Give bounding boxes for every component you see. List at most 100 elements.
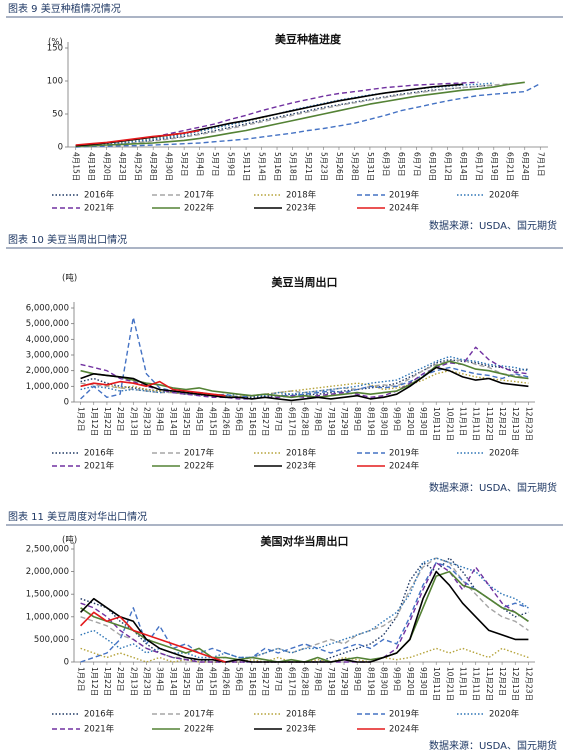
x-tick-label: 2月2日 xyxy=(116,407,125,432)
legend-label: 2022年 xyxy=(184,724,215,735)
x-tick-label: 4月15日 xyxy=(208,407,217,436)
y-tick-label: 1,000,000 xyxy=(26,382,69,392)
legend-label: 2019年 xyxy=(389,190,420,201)
x-tick-label: 7月8日 xyxy=(314,667,323,692)
legend-label: 2022年 xyxy=(184,461,215,472)
x-tick-label: 9月20日 xyxy=(406,407,415,436)
x-tick-label: 4月5日 xyxy=(195,407,204,432)
x-tick-label: 6月21日 xyxy=(505,152,514,181)
x-tick-label: 5月14日 xyxy=(258,152,267,181)
x-tick-label: 4月25日 xyxy=(134,152,143,181)
x-tick-label: 4月23日 xyxy=(118,152,127,181)
legend-label: 2020年 xyxy=(489,190,520,201)
series-line xyxy=(75,82,494,147)
legend-label: 2021年 xyxy=(84,724,115,735)
x-tick-label: 5月31日 xyxy=(366,152,375,181)
x-tick-label: 6月17日 xyxy=(474,152,483,181)
x-tick-label: 1月2日 xyxy=(77,407,86,432)
x-tick-label: 4月26日 xyxy=(221,667,230,696)
series-line xyxy=(80,359,529,398)
x-tick-label: 5月23日 xyxy=(319,152,328,181)
x-tick-label: 2月13日 xyxy=(129,407,138,436)
figure-caption: 图表 10 美豆当周出口情况 xyxy=(8,233,127,246)
legend-label: 2018年 xyxy=(286,190,317,201)
x-tick-label: 6月10日 xyxy=(428,152,437,181)
legend-label: 2019年 xyxy=(389,448,420,459)
series-line xyxy=(80,557,529,661)
x-tick-label: 11月1日 xyxy=(459,407,468,436)
x-tick-label: 5月28日 xyxy=(350,152,359,181)
legend-label: 2024年 xyxy=(389,203,420,214)
x-tick-label: 11月22日 xyxy=(485,407,494,441)
x-tick-label: 3月25日 xyxy=(182,407,191,436)
series-line xyxy=(80,611,226,663)
series-line xyxy=(80,557,529,663)
x-tick-label: 6月28日 xyxy=(301,407,310,436)
series-line xyxy=(80,570,529,663)
x-tick-label: 5月9日 xyxy=(227,152,236,177)
x-tick-label: 11月22日 xyxy=(485,667,494,701)
x-tick-label: 8月19日 xyxy=(366,407,375,436)
x-tick-label: 6月5日 xyxy=(397,152,406,177)
x-tick-label: 5月6日 xyxy=(235,667,244,692)
chart-title: 美豆当周出口 xyxy=(272,275,338,289)
x-tick-label: 2月23日 xyxy=(142,667,151,696)
x-tick-label: 3月4日 xyxy=(156,407,165,432)
x-tick-label: 5月18日 xyxy=(289,152,298,181)
x-tick-label: 5月27日 xyxy=(261,407,270,436)
series-line xyxy=(80,346,529,400)
x-tick-label: 10月11日 xyxy=(432,667,441,701)
x-tick-label: 9月20日 xyxy=(406,667,415,696)
x-tick-label: 9月30日 xyxy=(419,407,428,436)
series-line xyxy=(80,359,529,398)
x-tick-label: 6月7日 xyxy=(274,407,283,432)
x-tick-label: 12月23日 xyxy=(524,667,533,701)
chart-title: 美豆种植进度 xyxy=(275,32,342,46)
x-tick-label: 6月7日 xyxy=(412,152,421,177)
x-tick-label: 6月14日 xyxy=(459,152,468,181)
series-line xyxy=(80,561,529,663)
series-line xyxy=(80,360,529,399)
y-tick-label: 0 xyxy=(64,398,69,408)
x-tick-label: 12月2日 xyxy=(498,667,507,696)
y-tick-label: 5,000,000 xyxy=(26,319,69,329)
series-line xyxy=(80,561,529,663)
y-tick-label: 6,000,000 xyxy=(26,304,69,314)
series-line xyxy=(75,82,510,147)
x-tick-label: 12月23日 xyxy=(524,407,533,441)
legend-label: 2023年 xyxy=(286,724,317,735)
axis-unit: (%) xyxy=(48,38,63,48)
y-tick-label: 2,500,000 xyxy=(26,545,69,555)
x-tick-label: 6月17日 xyxy=(287,667,296,696)
x-tick-label: 7月29日 xyxy=(340,407,349,436)
x-tick-label: 11月11日 xyxy=(472,407,481,441)
series-line xyxy=(80,366,529,402)
y-tick-label: 1,500,000 xyxy=(26,590,69,600)
x-tick-label: 1月2日 xyxy=(77,667,86,692)
x-tick-label: 7月29日 xyxy=(340,667,349,696)
x-tick-label: 4月15日 xyxy=(72,152,81,181)
x-tick-label: 5月6日 xyxy=(235,407,244,432)
legend-label: 2016年 xyxy=(84,448,115,459)
series-line xyxy=(75,82,541,148)
x-tick-label: 9月9日 xyxy=(393,407,402,432)
x-tick-label: 5月16日 xyxy=(248,407,257,436)
legend-label: 2017年 xyxy=(184,709,215,720)
x-tick-label: 5月27日 xyxy=(261,667,270,696)
x-tick-label: 5月11日 xyxy=(242,152,251,181)
legend-label: 2018年 xyxy=(286,448,317,459)
x-tick-label: 1月22日 xyxy=(103,407,112,436)
x-tick-label: 3月25日 xyxy=(182,667,191,696)
x-tick-label: 5月4日 xyxy=(196,152,205,177)
x-tick-label: 1月12日 xyxy=(90,667,99,696)
x-tick-label: 2月23日 xyxy=(142,407,151,436)
series-line xyxy=(75,129,200,146)
x-tick-label: 10月21日 xyxy=(445,667,454,701)
x-tick-label: 6月19日 xyxy=(490,152,499,181)
x-tick-label: 8月19日 xyxy=(366,667,375,696)
legend-label: 2023年 xyxy=(286,203,317,214)
chart-title: 美国对华当周出口 xyxy=(261,534,349,548)
source-note: 数据来源：USDA、国元期货 xyxy=(429,739,557,752)
x-tick-label: 6月3日 xyxy=(381,152,390,177)
